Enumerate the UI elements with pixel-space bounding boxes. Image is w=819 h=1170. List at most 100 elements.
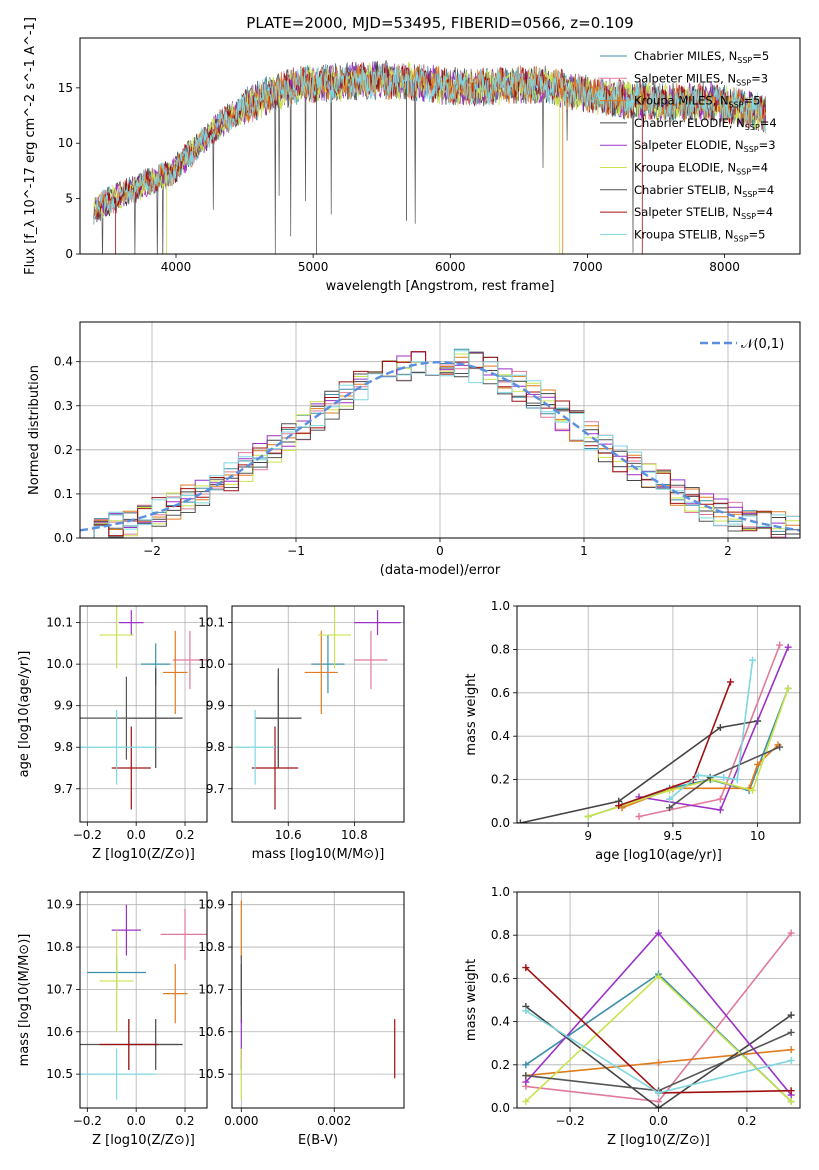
weight-point-marker — [749, 656, 757, 664]
x-tick-label: 0 — [436, 544, 444, 558]
y-tick-label: 1.0 — [491, 885, 510, 899]
spectrum-series-line — [93, 62, 767, 224]
axes-frame — [79, 891, 208, 1109]
x-tick-label: 5000 — [298, 260, 329, 274]
legend-entry: Kroupa MILES, NSSP=5 — [634, 94, 760, 110]
x-tick-label: −2 — [143, 544, 161, 558]
x-tick-label: 0.0 — [127, 1114, 146, 1128]
errorbar-points — [80, 904, 207, 1100]
weight-point-marker — [635, 812, 643, 820]
y-tick-label: 10.5 — [46, 1067, 73, 1081]
chart-age-vs-Z: −0.2 0.0 0.2 9.7 9.8 9.9 10.0 10.1 Z [log10(Z/Z⊙… — [17, 605, 208, 862]
axes-frame — [79, 321, 801, 539]
x-tick-label: 8000 — [709, 260, 740, 274]
chart-mass-vs-Z: −0.2 0.0 0.2 10.5 10.6 10.7 10.8 10.9 Z [log10(Z… — [17, 891, 208, 1148]
y-tick-label: 10 — [58, 136, 73, 150]
weight-lines — [522, 929, 795, 1108]
y-tick-label: 0.2 — [54, 443, 73, 457]
x-tick-label: 10.8 — [341, 828, 368, 842]
y-tick-label: 0.4 — [491, 1015, 510, 1029]
spectrum-series-line — [93, 64, 767, 225]
x-axis-label: age [log10(age/yr)] — [595, 848, 722, 863]
x-axis-label: Z [log10(Z/Z⊙)] — [607, 1133, 710, 1148]
y-tick-label: 0.3 — [54, 399, 73, 413]
normal-reference-curve — [80, 360, 800, 532]
weight-point-marker — [716, 795, 724, 803]
axes-frame — [79, 37, 801, 255]
x-tick-label: 2 — [724, 544, 732, 558]
weight-point-marker — [716, 724, 724, 732]
y-tick-label: 5 — [65, 192, 73, 206]
y-axis-label: mass [log10(M/M⊙)] — [17, 934, 32, 1067]
legend-entry: Chabrier STELIB, NSSP=4 — [634, 183, 774, 199]
x-tick-label: 10 — [750, 829, 765, 843]
y-tick-label: 10.1 — [198, 616, 225, 630]
weight-point-marker — [787, 1046, 795, 1054]
weight-point-marker — [787, 1098, 795, 1106]
weight-point-marker — [655, 1098, 662, 1106]
y-tick-label: 9.7 — [206, 782, 225, 796]
y-tick-label: 9.8 — [206, 740, 225, 754]
x-tick-label: 4000 — [161, 260, 192, 274]
weight-point-marker — [787, 929, 795, 937]
y-axis-label: mass weight — [464, 673, 479, 755]
y-tick-label: 0.2 — [491, 1058, 510, 1072]
weight-series-line — [587, 688, 789, 818]
y-tick-label: 0.0 — [491, 816, 510, 830]
y-tick-label: 0.6 — [491, 686, 510, 700]
weight-point-marker — [522, 1061, 530, 1069]
weight-point-marker — [666, 804, 674, 812]
weight-point-marker — [787, 1011, 795, 1019]
x-tick-label: 0.000 — [224, 1114, 258, 1128]
weight-lines — [517, 641, 792, 823]
x-tick-label: −1 — [287, 544, 305, 558]
y-tick-label: 1.0 — [491, 599, 510, 613]
y-tick-label: 10.9 — [46, 898, 73, 912]
y-tick-label: 0 — [65, 247, 73, 261]
legend-entry: Chabrier ELODIE, NSSP=4 — [634, 116, 777, 132]
y-tick-label: 10.9 — [198, 898, 225, 912]
legend-entry: Kroupa STELIB, NSSP=5 — [634, 227, 765, 243]
y-tick-label: 10.1 — [46, 616, 73, 630]
weight-point-marker — [522, 964, 530, 972]
x-axis-label: (data-model)/error — [380, 563, 501, 578]
x-tick-label: 0.0 — [649, 1114, 668, 1128]
x-tick-label: 7000 — [572, 260, 603, 274]
x-axis-label: mass [log10(M/M⊙)] — [252, 847, 385, 862]
chart-mass-vs-ebv: 0.000 0.002 10.5 10.6 10.7 10.8 10.9 E(B-V) — [198, 891, 405, 1148]
x-tick-label: 1 — [580, 544, 588, 558]
legend-entry: Kroupa ELODIE, NSSP=4 — [634, 161, 768, 177]
weight-point-marker — [787, 1087, 795, 1095]
errorbar-points — [235, 606, 401, 810]
weight-series-line — [638, 646, 789, 811]
x-axis-label: Z [log10(Z/Z⊙)] — [92, 847, 195, 862]
spectrum-lines — [93, 59, 767, 254]
x-tick-label: 9 — [584, 829, 592, 843]
weight-point-marker — [776, 641, 784, 649]
weight-point-marker — [720, 773, 728, 781]
weight-point-marker — [655, 929, 662, 937]
weight-series-line — [587, 688, 789, 818]
y-tick-label: 9.9 — [206, 699, 225, 713]
weight-point-marker — [787, 1028, 795, 1036]
weight-series-line — [520, 720, 758, 823]
axes-frame — [231, 605, 405, 823]
chart-mass-weight-vs-Z: −0.2 0.0 0.2 0.0 0.2 0.4 0.6 0.8 1.0 Z [log10(Z/Z… — [464, 885, 801, 1148]
weight-point-marker — [716, 806, 724, 814]
axes-frame — [231, 891, 405, 1109]
x-tick-label: 9.5 — [663, 829, 682, 843]
y-tick-label: 0.6 — [491, 971, 510, 985]
figure-title: PLATE=2000, MJD=53495, FIBERID=0566, z=0… — [246, 14, 633, 32]
y-axis-label: mass weight — [464, 959, 479, 1041]
axes-frame — [79, 605, 208, 823]
legend-entry: Salpeter MILES, NSSP=3 — [634, 71, 768, 87]
weight-point-marker — [655, 1104, 662, 1108]
x-tick-label: 6000 — [435, 260, 466, 274]
weight-point-marker — [522, 1098, 530, 1106]
weight-point-marker — [666, 795, 674, 803]
weight-point-marker — [784, 684, 792, 692]
weight-point-marker — [655, 1089, 662, 1097]
y-tick-label: 10.8 — [46, 940, 73, 954]
y-axis-label: Flux [f_λ 10^-17 erg cm^-2 s^-1 A^-1] — [23, 17, 38, 275]
weight-point-marker — [733, 776, 741, 784]
